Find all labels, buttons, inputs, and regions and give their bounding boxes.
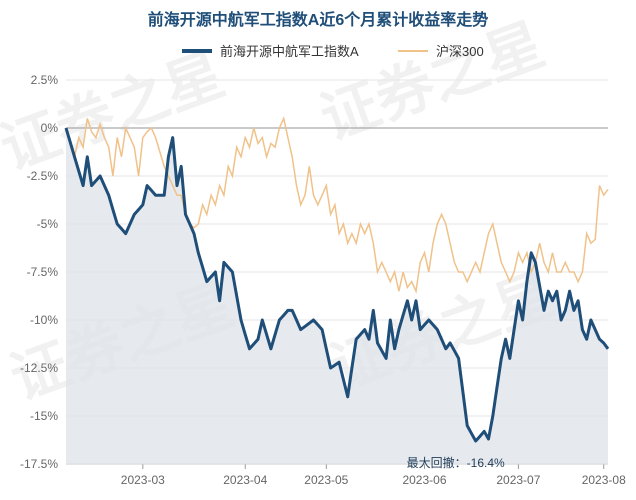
y-tick-label: -15%: [30, 409, 58, 423]
y-tick-label: -10%: [30, 313, 58, 327]
x-tick-label: 2023-07: [496, 473, 540, 487]
legend: 前海开源中航军工指数A 沪深300: [182, 44, 484, 59]
watermark-text: 证券之星: [0, 42, 232, 182]
legend-fund-label: 前海开源中航军工指数A: [220, 44, 359, 59]
x-tick-label: 2023-06: [402, 473, 446, 487]
fund-line: [64, 127, 610, 443]
legend-index-label: 沪深300: [436, 44, 484, 59]
x-tick-label: 2023-03: [121, 473, 165, 487]
y-tick-label: -12.5%: [20, 361, 58, 375]
watermark-text: 证券之星: [312, 12, 552, 152]
fund-area: [66, 128, 608, 464]
y-tick-label: -5%: [37, 217, 59, 231]
y-tick-label: -7.5%: [27, 265, 59, 279]
y-tick-label: -17.5%: [20, 457, 58, 471]
y-tick-label: -2.5%: [27, 169, 59, 183]
x-tick-label: 2023-08: [582, 473, 626, 487]
x-axis: 2023-03 2023-04 2023-05 2023-06 2023-07 2023-…: [66, 463, 626, 487]
chart-title: 前海开源中航军工指数A近6个月累计收益率走势: [148, 10, 488, 29]
index-line: [65, 116, 609, 294]
y-axis: 2.5% 0% -2.5% -5% -7.5% -10% -12.5% -15% -17.5%: [20, 73, 58, 471]
x-tick-label: 2023-04: [223, 473, 267, 487]
y-tick-label: 0%: [41, 121, 59, 135]
y-tick-label: 2.5%: [31, 73, 59, 87]
x-tick-label: 2023-05: [304, 473, 348, 487]
max-drawdown-label: 最大回撤：-16.4%: [407, 455, 505, 470]
